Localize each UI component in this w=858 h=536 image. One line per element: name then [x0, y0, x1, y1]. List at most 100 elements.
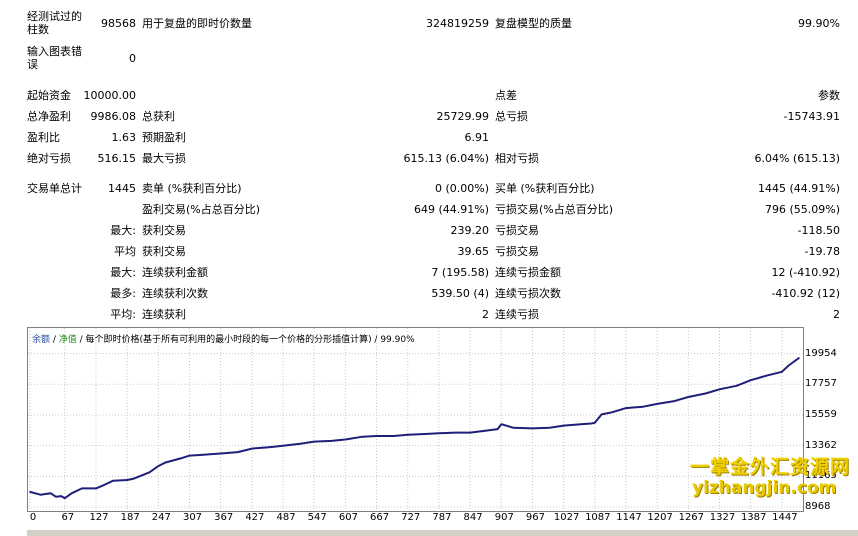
balance-point — [70, 492, 73, 495]
x-tick-label: 367 — [214, 512, 234, 523]
x-tick-label: 247 — [151, 512, 171, 523]
y-tick-label: 17757 — [805, 378, 837, 390]
balance-chart — [27, 327, 804, 512]
balance-point — [673, 400, 676, 402]
gross-profit-value: 25729.99 — [436, 110, 490, 123]
x-tick-label: 847 — [463, 512, 483, 523]
x-tick-label: 787 — [432, 512, 452, 523]
balance-point — [486, 429, 489, 432]
average-prefix: 平均 — [114, 245, 136, 258]
avg-consec-wins-label: 连续获利 — [142, 308, 186, 321]
x-tick-label: 1447 — [772, 512, 798, 523]
gross-loss-label: 总亏损 — [495, 110, 528, 123]
absolute-drawdown-label: 绝对亏损 — [27, 152, 71, 165]
maximal-consec-loss-label: 连续亏损次数 — [495, 287, 561, 300]
balance-point — [767, 374, 769, 377]
balance-chart-plot — [28, 328, 803, 511]
net-profit-value: 9986.08 — [90, 110, 137, 123]
x-tick-label: 667 — [370, 512, 390, 523]
balance-point — [531, 427, 534, 430]
balance-point — [39, 493, 42, 496]
max-consec-losses-value: 12 (-410.92) — [771, 266, 840, 279]
balance-point — [625, 407, 627, 409]
balance-point — [642, 405, 644, 408]
balance-point — [392, 435, 395, 437]
balance-point — [611, 411, 613, 414]
balance-point — [438, 432, 440, 435]
balance-point — [580, 423, 582, 425]
balance-point — [455, 431, 457, 434]
balance-point — [590, 422, 592, 425]
spread-value: 参数 — [818, 89, 840, 102]
initial-deposit-value: 10000.00 — [83, 89, 137, 102]
x-tick-label: 1267 — [678, 512, 705, 523]
watermark-text: 一掌金外汇资源网 — [690, 456, 851, 478]
ticks-value: 324819259 — [426, 17, 489, 30]
legend-sep: / — [50, 335, 59, 345]
y-tick-label: 13362 — [805, 439, 837, 451]
balance-point — [164, 461, 166, 464]
mismatch-label: 输入图表错 误 — [27, 45, 82, 71]
balance-point — [237, 451, 239, 453]
balance-point — [313, 440, 316, 443]
balance-point — [81, 487, 83, 490]
y-tick-label: 19954 — [805, 347, 837, 359]
y-tick-label: 11165 — [805, 470, 837, 482]
expected-payoff-value: 6.91 — [464, 131, 490, 144]
balance-point — [50, 492, 52, 495]
x-tick-label: 487 — [276, 512, 296, 523]
balance-point — [424, 433, 426, 435]
long-trades-label: 买单 (%获利百分比) — [495, 182, 595, 195]
balance-point — [179, 457, 182, 460]
maximal-consec-prefix: 最多: — [110, 287, 136, 300]
x-tick-label: 0 — [29, 512, 37, 523]
balance-point — [55, 496, 57, 498]
balance-point — [200, 454, 203, 456]
net-profit-label: 总净盈利 — [27, 110, 71, 123]
loss-trades-value: 796 (55.09%) — [764, 203, 840, 216]
y-tick-label: 15559 — [805, 408, 837, 420]
x-tick-label: 187 — [120, 512, 140, 523]
x-tick-label: 1087 — [585, 512, 611, 523]
y-tick-label: 8968 — [805, 501, 831, 512]
mismatch-value: 0 — [129, 52, 136, 65]
legend-equity: 净值 — [58, 335, 77, 345]
balance-point — [548, 426, 551, 429]
x-tick-label: 427 — [245, 512, 265, 523]
balance-point — [126, 479, 128, 481]
x-tick-label: 1387 — [740, 512, 767, 523]
balance-point — [157, 465, 160, 467]
relative-drawdown-label: 相对亏损 — [495, 152, 539, 165]
x-tick-label: 547 — [307, 512, 327, 523]
chart-legend: 余额 / 净值 / 每个即时价格(基于所有可利用的最小时段的每一个价格的分形插值… — [32, 332, 415, 345]
short-trades-value: 0 (0.00%) — [434, 182, 489, 195]
profit-factor-value: 1.63 — [111, 131, 137, 144]
balance-point — [101, 484, 104, 487]
maximal-consec-profit-label: 连续获利次数 — [142, 287, 208, 300]
x-tick-label: 1327 — [709, 512, 736, 523]
quality-label: 复盘模型的质量 — [495, 17, 572, 30]
balance-point — [512, 426, 514, 429]
loss-trades-label: 亏损交易(%占总百分比) — [495, 203, 614, 216]
balance-point — [330, 440, 333, 442]
x-tick-label: 1027 — [553, 512, 580, 523]
largest-profit-label: 获利交易 — [142, 224, 186, 237]
x-tick-label: 307 — [182, 512, 203, 523]
avg-consec-prefix: 平均: — [110, 308, 136, 321]
balance-point — [781, 371, 783, 373]
max-drawdown-label: 最大亏损 — [142, 152, 186, 165]
balance-point — [251, 447, 253, 450]
bars-tested-label: 经测试过的 柱数 — [27, 10, 82, 36]
avg-consec-losses-value: 2 — [833, 308, 840, 321]
balance-point — [188, 454, 191, 457]
maximal-consec-profit-value: 539.50 (4) — [431, 287, 489, 300]
balance-point — [268, 446, 270, 448]
balance-point — [29, 491, 31, 493]
total-trades-label: 交易单总计 — [27, 182, 82, 195]
balance-point — [496, 428, 499, 430]
max-drawdown-value: 615.13 (6.04%) — [403, 152, 489, 165]
profit-factor-label: 盈利比 — [27, 131, 60, 144]
short-trades-label: 卖单 (%获利百分比) — [142, 182, 242, 195]
balance-point — [718, 388, 721, 391]
x-tick-label: 1147 — [616, 512, 642, 523]
